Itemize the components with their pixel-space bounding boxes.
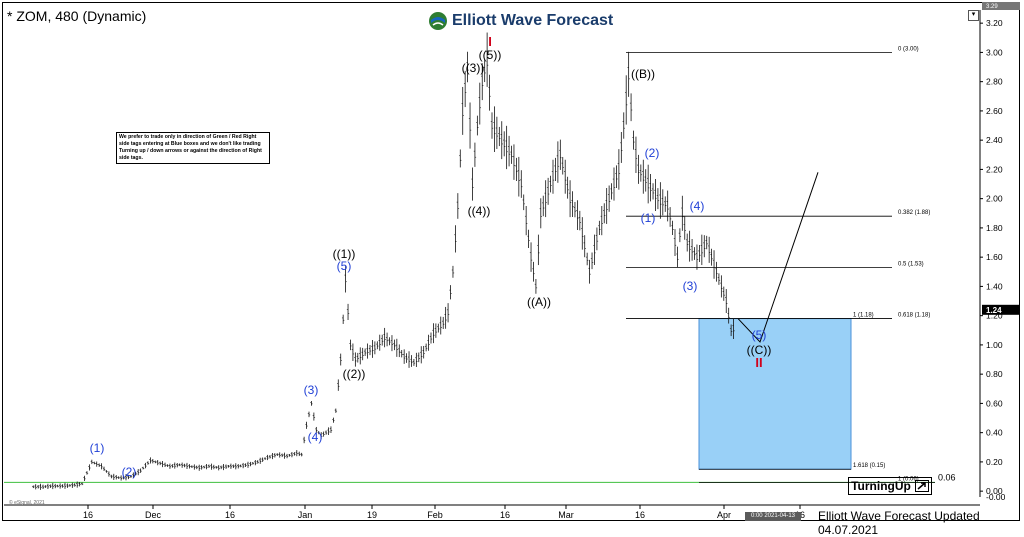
- wave-label: ((3)): [462, 61, 485, 75]
- fib-label: 1 (1.18): [853, 313, 874, 319]
- y-tick-label: 1.40: [986, 281, 1003, 291]
- x-tick-label: 19: [367, 510, 377, 520]
- y-tick-label: 0.40: [986, 428, 1003, 438]
- x-tick-label: 16: [500, 510, 510, 520]
- fib-label: 0.382 (1.88): [898, 210, 930, 216]
- y-tick-label: 1.20: [986, 311, 1003, 321]
- extra-label: 0.06: [938, 472, 956, 482]
- brand-name: Elliott Wave Forecast: [452, 12, 614, 29]
- wave-label: ((1)): [333, 247, 356, 261]
- y-tick-label: 2.00: [986, 194, 1003, 204]
- wave-label: ((C)): [747, 343, 772, 357]
- y-tick-label: 1.80: [986, 223, 1003, 233]
- x-tick-label: Jan: [298, 510, 313, 520]
- y-tick-label: 1.60: [986, 252, 1003, 262]
- y-tick-label: 1.00: [986, 340, 1003, 350]
- turning-up-badge: TurningUp: [848, 477, 932, 495]
- x-tick-label: Feb: [427, 510, 443, 520]
- y-tick-label: 3.00: [986, 47, 1003, 57]
- y-tick-label: 2.40: [986, 135, 1003, 145]
- wave-label: (5): [337, 259, 352, 273]
- updated-text: Elliott Wave Forecast Updated 04.07.2021: [818, 509, 980, 537]
- y-tick-label: 0.60: [986, 398, 1003, 408]
- brand-logo: Elliott Wave Forecast: [428, 11, 613, 31]
- fib-label: 0.5 (1.53): [898, 261, 924, 267]
- globe-icon: [429, 12, 447, 30]
- x-tick-label: 16: [225, 510, 235, 520]
- y-tick-label: 3.20: [986, 18, 1003, 28]
- wave-label: ((B)): [631, 67, 655, 81]
- arrow-up-right-icon: [914, 480, 929, 492]
- wave-label: ((4)): [468, 204, 491, 218]
- last-price-label: 1.24: [986, 306, 1002, 315]
- wave-label: (2): [645, 146, 660, 160]
- x-tick-label: 16: [635, 510, 645, 520]
- wave-label: (1): [641, 211, 656, 225]
- wave-label: II: [755, 355, 762, 370]
- blue-box-area: [698, 318, 852, 470]
- wave-label: (1): [90, 441, 105, 455]
- wave-label: (4): [690, 199, 705, 213]
- chart-frame: [2, 2, 1020, 521]
- wave-label: (3): [683, 279, 698, 293]
- projection-path: [737, 172, 819, 343]
- price-chart[interactable]: 3.20 3.00 2.80 2.60 2.40 2.20 2.00 1.80 1.60 1.40…: [0, 0, 1024, 525]
- wave-label: ((5)): [479, 48, 502, 62]
- wave-label: ((2)): [343, 367, 366, 381]
- y-tick-label: 2.80: [986, 77, 1003, 87]
- wave-label: I: [488, 34, 492, 49]
- top-marker-label: 3.29: [986, 4, 998, 10]
- top-marker: [982, 2, 1020, 10]
- y-tick-label: 2.60: [986, 106, 1003, 116]
- x-tick-label: 16: [83, 510, 93, 520]
- symbol-title: * ZOM, 480 (Dynamic): [7, 8, 147, 24]
- wave-label: ((A)): [527, 295, 551, 309]
- turning-up-label: TurningUp: [851, 479, 911, 493]
- y-tick-label: 0.80: [986, 369, 1003, 379]
- fib-label: 1.618 (0.15): [853, 463, 885, 469]
- y-tick-label: -0.00: [986, 492, 1006, 502]
- x-tick-label: Apr: [717, 510, 731, 520]
- cursor-time-label: 0:00 2021-04-13: [745, 512, 801, 521]
- wave-label: (5): [752, 328, 767, 342]
- y-tick-label: 2.20: [986, 164, 1003, 174]
- wave-label: (2): [122, 465, 137, 479]
- copyright-text: © eSignal, 2021: [9, 500, 45, 506]
- fib-label: 0 (3.00): [898, 46, 919, 52]
- wave-label: (4): [308, 430, 323, 444]
- y-tick-label: 0.20: [986, 457, 1003, 467]
- x-tick-label: Mar: [558, 510, 574, 520]
- trading-note: We prefer to trade only in direction of …: [116, 132, 270, 164]
- wave-label: (3): [304, 383, 319, 397]
- last-price-marker: [982, 304, 1020, 315]
- y-tick-label: 0.00: [986, 486, 1003, 496]
- fib-label: 0.618 (1.18): [898, 313, 930, 319]
- settings-icon[interactable]: ▾: [968, 10, 979, 21]
- fib-label: 1 (0.06): [898, 476, 919, 482]
- x-tick-label: Dec: [145, 510, 162, 520]
